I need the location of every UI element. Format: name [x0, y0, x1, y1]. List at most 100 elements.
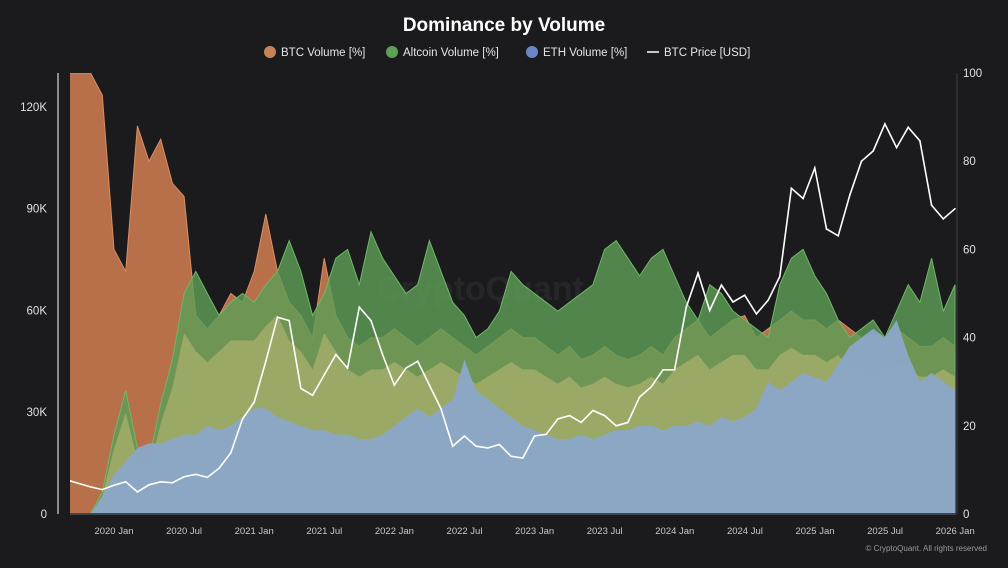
chart-title: Dominance by Volume — [403, 15, 605, 36]
x-tick-label: 2022 Jul — [447, 526, 483, 537]
btc-price-point — [206, 476, 209, 479]
x-tick-label: 2021 Jul — [306, 526, 342, 537]
btc-price-point — [732, 301, 734, 303]
btc-price-point — [592, 409, 594, 412]
btc-price-point — [802, 197, 804, 200]
btc-price-point — [78, 482, 80, 485]
legend-item[interactable]: Altcoin Volume [%] — [386, 46, 499, 59]
btc-price-point — [638, 396, 641, 398]
btc-price-point — [942, 218, 945, 220]
y-right-tick-label: 20 — [963, 421, 976, 433]
btc-price-point — [580, 421, 582, 424]
btc-price-point — [241, 418, 244, 420]
legend-item[interactable]: BTC Volume [%] — [264, 46, 365, 59]
btc-price-point — [685, 306, 688, 308]
x-tick-label: 2024 Jan — [655, 526, 694, 537]
btc-price-point — [89, 486, 92, 488]
btc-price-point — [183, 475, 185, 478]
legend-item[interactable]: ETH Volume [%] — [526, 46, 627, 59]
btc-price-point — [849, 194, 851, 196]
y-axis-right: 0 20 40 60 80 100 — [963, 68, 982, 521]
btc-price-point — [136, 491, 139, 493]
btc-price-point — [767, 299, 769, 302]
btc-price-point — [743, 294, 746, 297]
y-left-tick-label: 30K — [27, 407, 48, 419]
x-tick-label: 2023 Jul — [587, 526, 623, 537]
plot-area — [67, 73, 956, 514]
legend-dot-icon — [386, 46, 398, 58]
btc-price-point — [522, 457, 524, 459]
btc-price-point — [113, 484, 115, 487]
btc-price-point — [487, 447, 489, 449]
y-right-tick-label: 80 — [963, 156, 976, 168]
btc-price-point — [416, 360, 419, 363]
btc-price-point — [650, 386, 653, 388]
btc-price-point — [67, 479, 69, 481]
btc-price-point — [370, 319, 372, 322]
y-left-tick-label: 120K — [20, 102, 47, 114]
x-tick-label: 2023 Jan — [515, 526, 554, 537]
btc-price-point — [755, 313, 758, 315]
btc-price-point — [557, 418, 559, 420]
btc-price-point — [393, 384, 396, 386]
btc-price-point — [510, 455, 512, 458]
x-tick-label: 2024 Jul — [727, 526, 763, 537]
btc-price-point — [720, 284, 723, 286]
legend-dot-icon — [526, 46, 538, 58]
btc-price-point — [615, 425, 617, 427]
x-axis: 2020 Jan 2020 Jul 2021 Jan 2021 Jul 2022 Jan… — [94, 526, 974, 537]
btc-price-point — [311, 394, 314, 397]
btc-price-point — [381, 353, 384, 356]
legend-item[interactable]: BTC Price [USD] — [647, 47, 750, 59]
btc-price-point — [346, 367, 349, 369]
btc-price-point — [545, 433, 547, 436]
btc-price-point — [930, 204, 933, 207]
btc-price-point — [673, 369, 676, 371]
eth-volume-area — [70, 320, 955, 514]
x-tick-label: 2021 Jan — [235, 526, 274, 537]
btc-price-point — [253, 401, 255, 403]
btc-price-point — [265, 360, 267, 363]
legend: BTC Volume [%] Altcoin Volume [%] ETH Volu… — [264, 46, 750, 59]
btc-price-point — [860, 160, 863, 162]
btc-price-point — [124, 481, 127, 483]
x-tick-label: 2020 Jul — [166, 526, 202, 537]
btc-price-point — [218, 467, 220, 470]
btc-price-point — [814, 167, 816, 169]
btc-price-point — [148, 484, 150, 486]
x-tick-label: 2022 Jan — [375, 526, 414, 537]
btc-price-point — [884, 123, 886, 125]
btc-price-point — [779, 275, 781, 278]
btc-price-point — [825, 228, 828, 230]
x-tick-label: 2025 Jan — [795, 526, 834, 537]
btc-price-point — [101, 488, 104, 491]
btc-price-point — [533, 435, 536, 437]
btc-price-point — [323, 374, 326, 376]
btc-price-point — [568, 414, 571, 417]
legend-label: BTC Volume [%] — [281, 47, 365, 59]
btc-price-point — [662, 369, 664, 371]
y-left-tick-label: 60K — [27, 305, 48, 317]
btc-price-point — [697, 272, 699, 274]
x-tick-label: 2026 Jan — [936, 526, 975, 537]
y-right-tick-label: 60 — [963, 244, 976, 256]
btc-price-point — [708, 309, 711, 312]
btc-price-point — [451, 445, 454, 448]
btc-price-point — [358, 306, 361, 308]
copyright: © CryptoQuant. All rights reserved — [866, 544, 988, 553]
btc-price-point — [463, 435, 466, 437]
btc-price-point — [276, 316, 279, 319]
btc-price-point — [230, 452, 232, 454]
legend-label: Altcoin Volume [%] — [403, 47, 499, 59]
btc-price-point — [440, 408, 442, 410]
btc-price-point — [790, 187, 793, 190]
y-axis-left: 0 30K 60K 90K 120K — [20, 102, 47, 521]
y-left-tick-label: 0 — [41, 509, 47, 521]
legend-label: BTC Price [USD] — [664, 47, 750, 59]
y-right-tick-label: 100 — [963, 68, 982, 80]
btc-price-point — [475, 445, 477, 448]
btc-price-point — [907, 126, 909, 129]
btc-price-point — [919, 140, 921, 142]
btc-price-point — [498, 443, 501, 446]
